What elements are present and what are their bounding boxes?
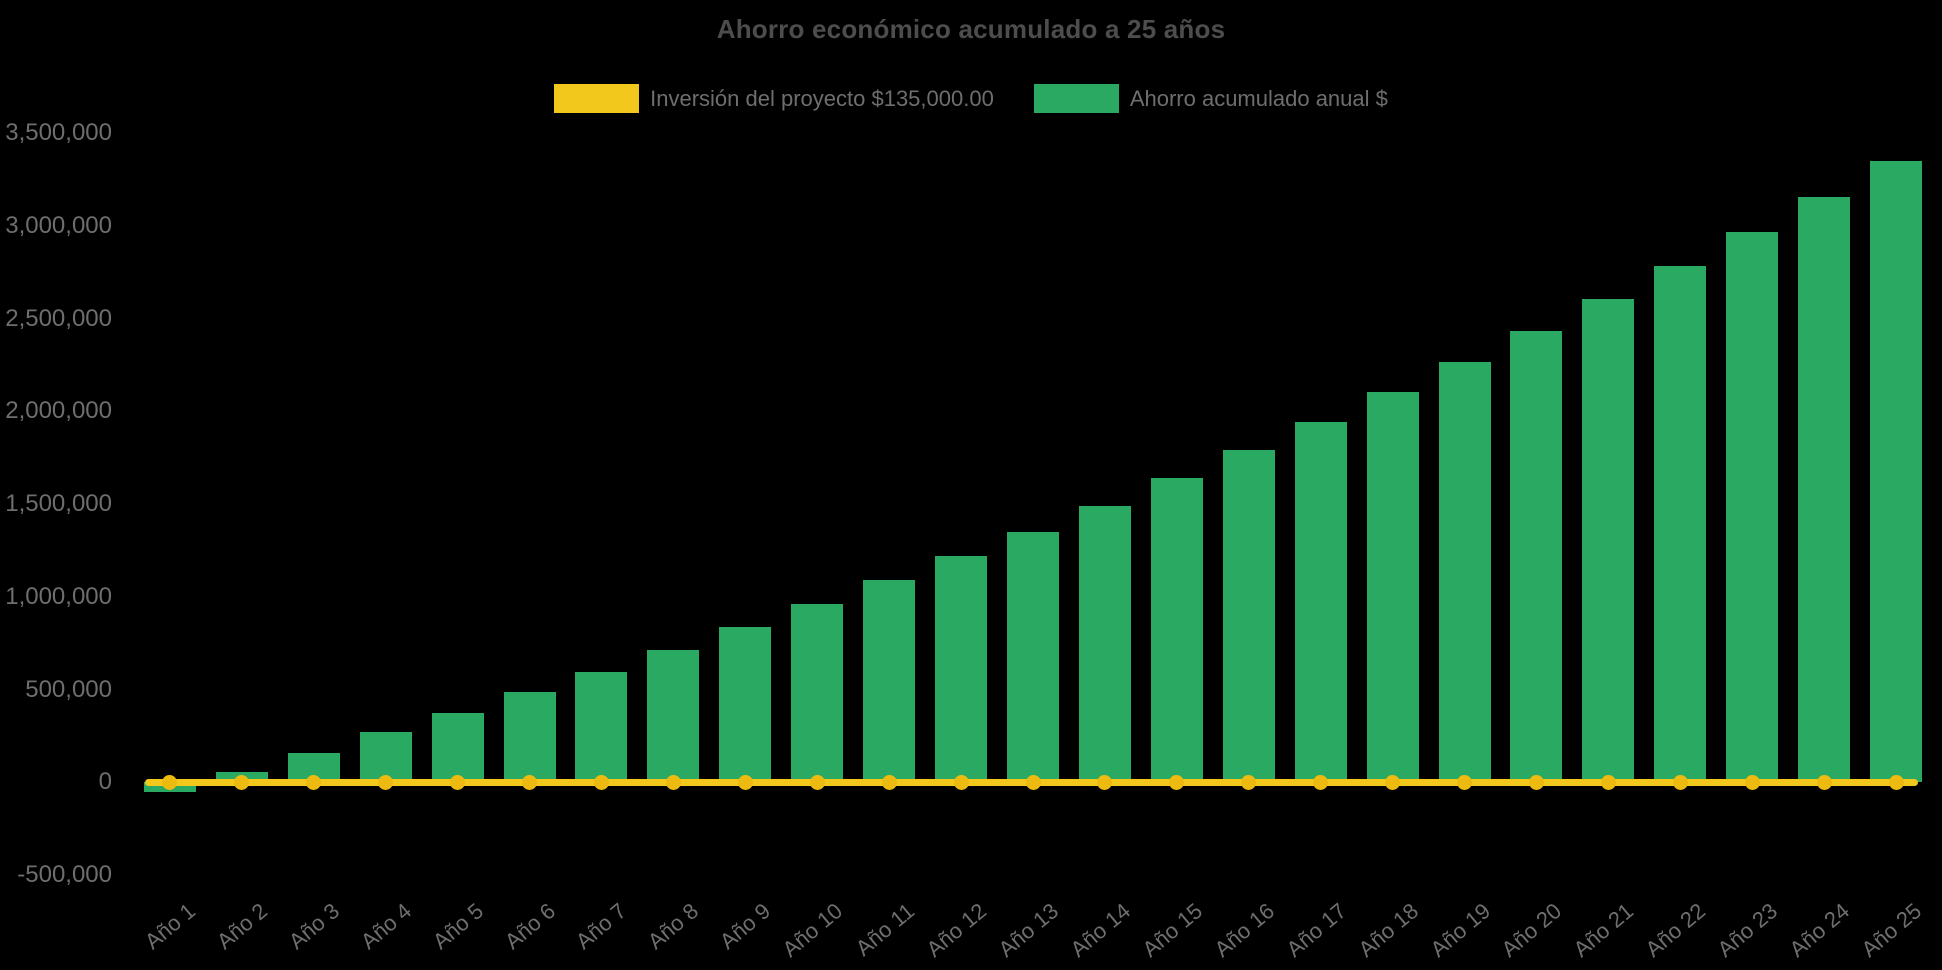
investment-line-marker xyxy=(1169,774,1185,790)
investment-line-marker xyxy=(1097,774,1113,790)
investment-line-marker xyxy=(665,774,681,790)
bar-año-20 xyxy=(1510,330,1563,783)
investment-line-marker xyxy=(809,774,825,790)
bar-año-14 xyxy=(1078,505,1131,783)
bar-año-17 xyxy=(1294,422,1347,783)
bar-año-7 xyxy=(575,671,628,783)
bar-año-15 xyxy=(1150,478,1203,783)
investment-line-marker xyxy=(881,774,897,790)
investment-line-marker xyxy=(1385,774,1401,790)
investment-line-marker xyxy=(1888,774,1904,790)
investment-line-marker xyxy=(953,774,969,790)
y-axis-tick-label: 0 xyxy=(98,768,112,796)
investment-line-marker xyxy=(737,774,753,790)
investment-line-marker xyxy=(162,774,178,790)
bar-año-24 xyxy=(1798,196,1851,783)
bar-año-13 xyxy=(1007,531,1059,783)
y-axis-tick-label: 2,000,000 xyxy=(5,397,112,425)
legend: Inversión del proyecto $135,000.00 Ahorr… xyxy=(0,84,1942,113)
y-axis-tick-label: 3,500,000 xyxy=(5,119,112,146)
bar-año-16 xyxy=(1222,450,1275,783)
y-axis-tick-label: 2,500,000 xyxy=(5,304,112,332)
bar-año-8 xyxy=(647,649,700,783)
investment-line-marker xyxy=(1600,774,1616,790)
y-axis-tick-label: -500,000 xyxy=(17,861,112,888)
investment-line-marker xyxy=(306,774,322,790)
investment-line-marker xyxy=(1457,774,1473,790)
bar-año-25 xyxy=(1870,160,1923,783)
investment-line-marker xyxy=(1528,774,1544,790)
y-axis-tick-label: 1,000,000 xyxy=(5,582,112,610)
bar-año-4 xyxy=(359,732,412,783)
y-axis-tick-label: 1,500,000 xyxy=(5,490,112,517)
legend-item-investment: Inversión del proyecto $135,000.00 xyxy=(554,84,994,113)
investment-line-marker xyxy=(1241,774,1257,790)
bar-año-12 xyxy=(935,555,988,783)
investment-line-marker xyxy=(1672,774,1688,790)
bar-año-18 xyxy=(1366,391,1419,783)
bar-año-5 xyxy=(431,712,484,783)
investment-line-marker xyxy=(450,774,466,790)
bar-año-23 xyxy=(1726,232,1779,783)
y-axis-tick-label: 3,000,000 xyxy=(5,211,112,239)
bar-año-22 xyxy=(1654,265,1707,783)
bar-año-19 xyxy=(1438,362,1491,783)
legend-label-savings: Ahorro acumulado anual $ xyxy=(1129,85,1388,111)
investment-line-marker xyxy=(522,774,538,790)
y-axis-tick-label: 500,000 xyxy=(25,675,112,703)
investment-line-marker xyxy=(1744,774,1760,790)
bar-año-11 xyxy=(863,580,916,783)
chart-title: Ahorro económico acumulado a 25 años xyxy=(716,14,1226,44)
investment-line-marker xyxy=(1025,774,1041,790)
bar-año-21 xyxy=(1582,299,1635,783)
investment-line-marker xyxy=(593,774,609,790)
legend-swatch-savings-icon xyxy=(1033,84,1119,113)
investment-line-marker xyxy=(1313,774,1329,790)
investment-line-marker xyxy=(234,774,250,790)
bar-año-10 xyxy=(791,604,844,783)
bar-año-6 xyxy=(503,692,556,783)
legend-swatch-investment-icon xyxy=(554,84,640,113)
investment-line-marker xyxy=(1816,774,1832,790)
legend-item-savings: Ahorro acumulado anual $ xyxy=(1033,84,1388,113)
bar-año-9 xyxy=(719,627,772,783)
legend-label-investment: Inversión del proyecto $135,000.00 xyxy=(650,85,994,111)
investment-line-marker xyxy=(378,774,394,790)
